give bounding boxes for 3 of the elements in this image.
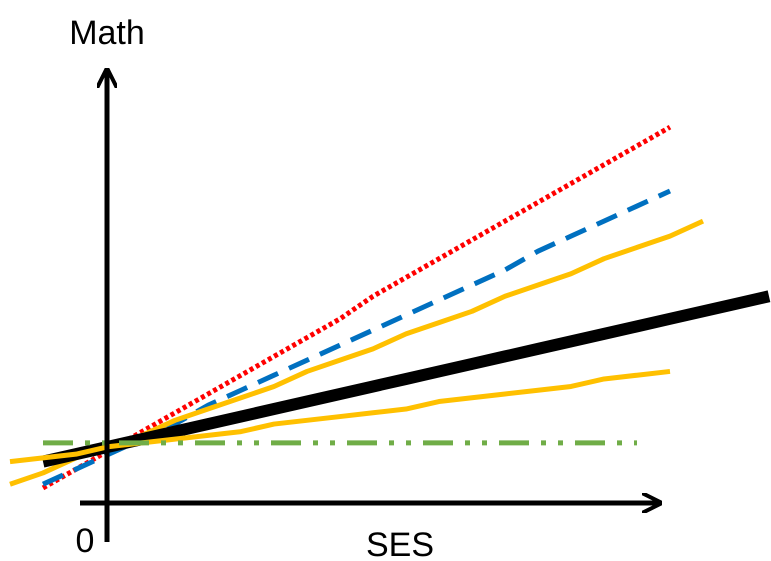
y-axis-title: Math: [69, 14, 145, 52]
x-axis-title: SES: [366, 526, 434, 561]
text: 0: [76, 522, 94, 560]
